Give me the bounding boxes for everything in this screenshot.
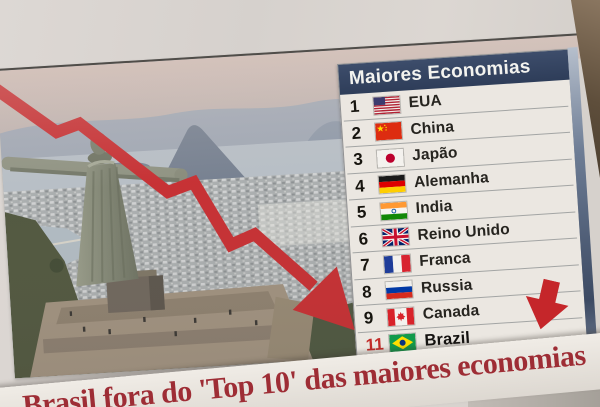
flag-india-icon — [380, 201, 408, 221]
country-name: Japão — [411, 144, 459, 165]
country-name: Franca — [418, 249, 472, 271]
country-name: Canada — [422, 302, 480, 324]
flag-uk-icon — [382, 227, 410, 247]
table-row: 8 Russia — [352, 265, 583, 307]
flag-canada-icon — [387, 307, 415, 326]
table-row: 3 Japão — [344, 133, 575, 175]
table-row: 1 EUA — [340, 80, 571, 122]
table-row: 2 China — [342, 106, 573, 148]
economies-ranking-table: Maiores Economias 1 EUA 2 China 3 Japão … — [337, 47, 600, 399]
flag-france-icon — [383, 254, 411, 274]
rank-number: 4 — [354, 176, 366, 196]
rank-number: 2 — [351, 123, 362, 143]
flag-japan-icon — [376, 148, 404, 168]
flag-china-icon — [375, 122, 403, 141]
rank-number: 3 — [352, 149, 364, 170]
flag-russia-icon — [385, 280, 413, 300]
table-row: 4 Alemanha — [345, 159, 576, 201]
country-name: India — [415, 197, 453, 218]
country-name: Alemanha — [413, 168, 490, 191]
flag-germany-icon — [378, 175, 406, 194]
flag-brazil-icon — [389, 333, 417, 353]
country-name: Reino Unido — [416, 220, 511, 244]
rank-number: 8 — [361, 281, 373, 302]
table-row-brazil: 11 Brazil — [356, 318, 587, 360]
country-name: Russia — [420, 276, 473, 297]
table-row: 5 India — [347, 185, 578, 227]
flag-usa-icon — [373, 95, 401, 115]
country-name: EUA — [408, 92, 443, 112]
rank-number: 1 — [349, 96, 360, 117]
rank-number: 6 — [358, 229, 369, 249]
country-name: China — [409, 118, 455, 139]
red-down-arrow — [525, 278, 569, 330]
table-row: 9 Canada — [354, 291, 585, 333]
rank-number: 7 — [359, 255, 371, 276]
table-row: 6 Reino Unido — [349, 212, 580, 254]
rank-number: 5 — [356, 202, 367, 223]
table-row: 7 Franca — [351, 238, 582, 280]
rank-number: 9 — [363, 308, 375, 329]
